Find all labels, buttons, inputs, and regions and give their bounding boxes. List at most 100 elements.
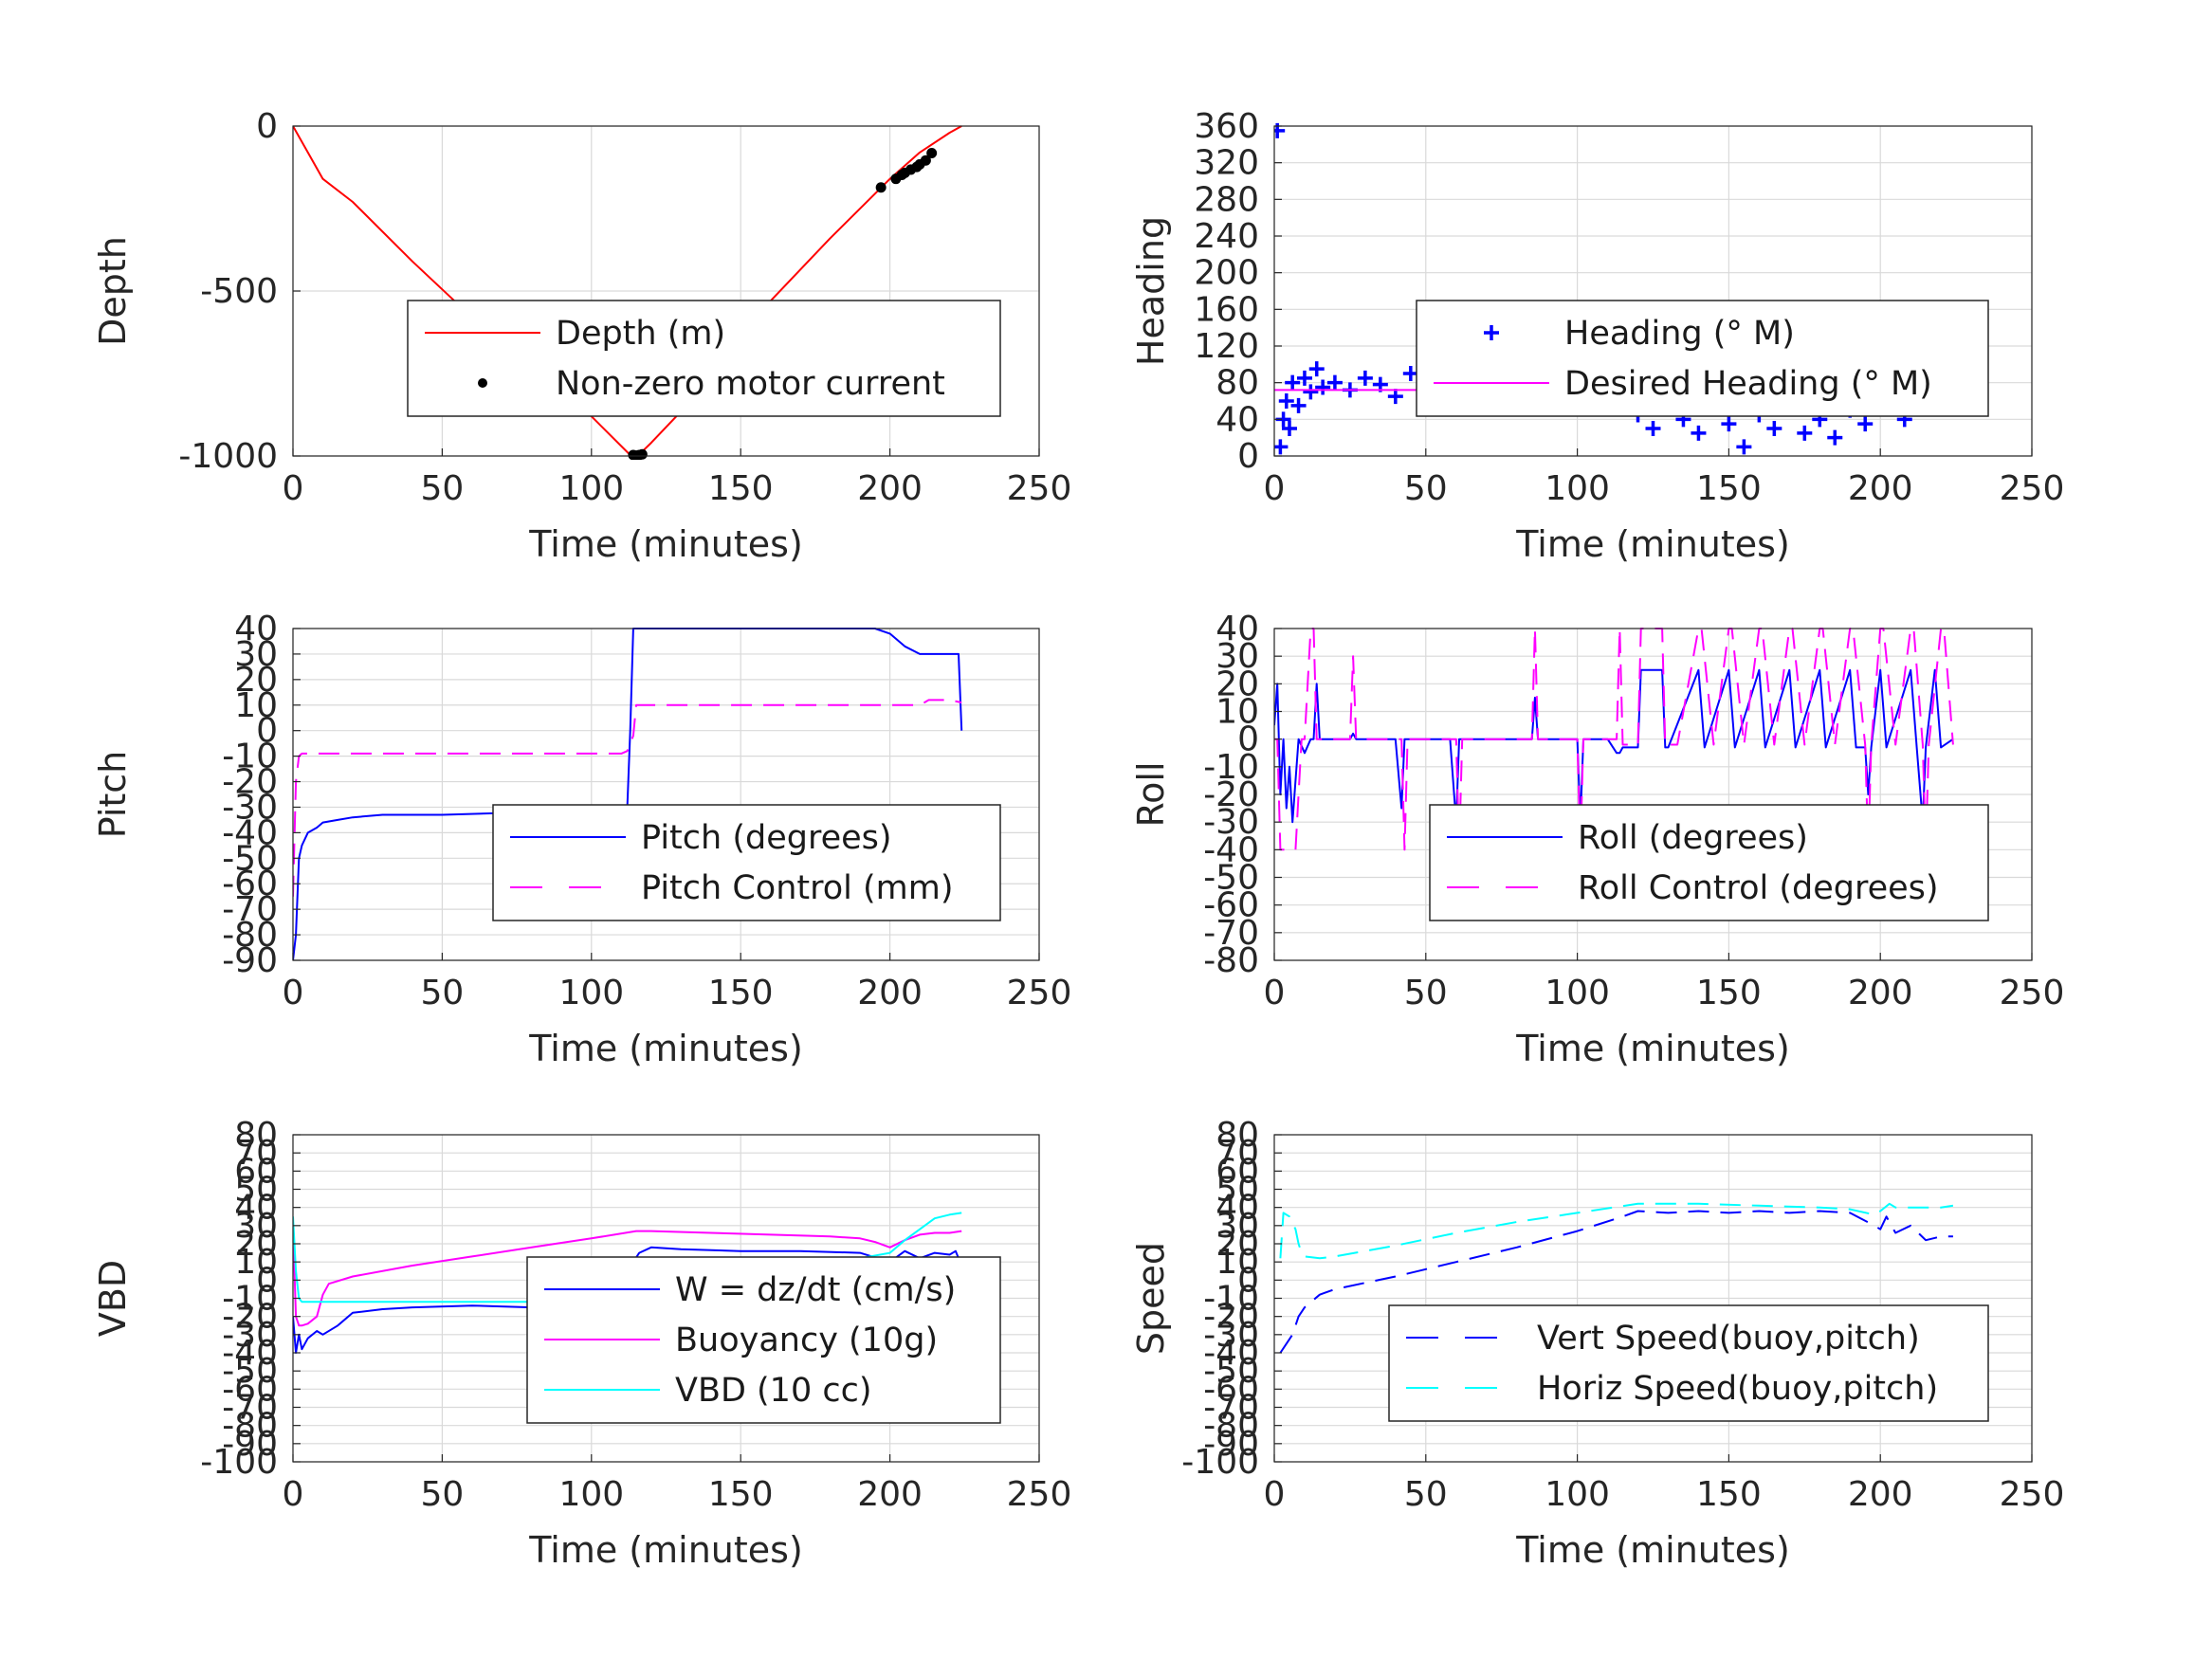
series-1-point bbox=[1296, 370, 1312, 386]
x-tick-label: 150 bbox=[708, 469, 774, 508]
subplot-2: 0 50 100 150 200 2500408012016020024028032036… bbox=[1130, 107, 2064, 565]
legend-entry-label: Pitch Control (mm) bbox=[641, 869, 953, 907]
y-tick-label: 80 bbox=[234, 1116, 278, 1155]
y-tick-label: 0 bbox=[1237, 720, 1259, 759]
y-tick-label: 30 bbox=[1216, 637, 1259, 676]
series-group bbox=[293, 125, 962, 460]
x-axis-label: Time (minutes) bbox=[528, 1028, 803, 1069]
x-tick-label: 150 bbox=[1696, 1475, 1762, 1514]
series-1-point bbox=[1766, 421, 1782, 436]
x-tick-label: 200 bbox=[1848, 1475, 1913, 1514]
legend-entry-label: Horiz Speed(buoy,pitch) bbox=[1537, 1370, 1938, 1408]
series-2-point bbox=[926, 148, 938, 159]
y-tick-label: -80 bbox=[222, 916, 278, 955]
y-tick-label: -40 bbox=[222, 1334, 278, 1373]
x-tick-label: 50 bbox=[420, 1475, 464, 1514]
series-1-point bbox=[1387, 389, 1403, 405]
y-tick-label: 280 bbox=[1194, 180, 1259, 219]
series-1-point bbox=[1274, 439, 1289, 455]
y-tick-label: 30 bbox=[1216, 1207, 1259, 1246]
y-tick-label: -50 bbox=[1203, 859, 1259, 898]
x-axis-label: Time (minutes) bbox=[1515, 1028, 1790, 1069]
series-1-point bbox=[1402, 366, 1418, 381]
y-tick-label: -100 bbox=[200, 1443, 278, 1482]
y-tick-label: -50 bbox=[222, 839, 278, 878]
y-tick-label: 10 bbox=[1216, 693, 1259, 732]
y-tick-label: 40 bbox=[1216, 610, 1259, 648]
x-tick-label: 250 bbox=[1007, 1475, 1072, 1514]
y-tick-label: -70 bbox=[1203, 1389, 1259, 1428]
y-tick-label: -1000 bbox=[178, 437, 278, 476]
y-tick-label: -10 bbox=[1203, 1280, 1259, 1319]
y-tick-label: -30 bbox=[222, 1316, 278, 1355]
legend-entry-label: Heading (° M) bbox=[1564, 315, 1795, 353]
legend-entry-label: Pitch (degrees) bbox=[641, 819, 892, 857]
x-tick-label: 0 bbox=[283, 469, 304, 508]
y-tick-label: 20 bbox=[234, 1225, 278, 1264]
y-axis-label: Pitch bbox=[92, 751, 134, 839]
x-tick-label: 200 bbox=[857, 469, 923, 508]
x-tick-label: 0 bbox=[283, 974, 304, 1012]
series-2-line bbox=[293, 699, 962, 897]
legend: Vert Speed(buoy,pitch) Horiz Speed(buoy,p… bbox=[1388, 1304, 1989, 1422]
x-tick-label: 250 bbox=[2000, 469, 2065, 508]
subplot-4: 0 50 100 150 200 250-80-70-60-50-40-30-20-100… bbox=[1130, 610, 2064, 1069]
x-tick-label: 100 bbox=[558, 469, 624, 508]
y-tick-label: -80 bbox=[222, 1407, 278, 1446]
y-tick-label: -50 bbox=[222, 1352, 278, 1391]
y-tick-label: 0 bbox=[1237, 437, 1259, 476]
legend-swatch bbox=[478, 378, 487, 388]
y-tick-label: 30 bbox=[234, 635, 278, 674]
y-tick-label: 160 bbox=[1194, 290, 1259, 329]
y-tick-label: -70 bbox=[222, 890, 278, 929]
y-tick-label: 10 bbox=[1216, 1243, 1259, 1282]
x-tick-label: 100 bbox=[558, 974, 624, 1012]
x-tick-label: 250 bbox=[2000, 974, 2065, 1012]
legend-entry-label: Roll (degrees) bbox=[1578, 819, 1808, 857]
x-tick-label: 100 bbox=[1545, 974, 1610, 1012]
y-tick-label: 20 bbox=[1216, 1225, 1259, 1264]
y-tick-label: 40 bbox=[234, 1189, 278, 1228]
y-tick-label: 320 bbox=[1194, 144, 1259, 183]
legend-swatch bbox=[1484, 325, 1499, 340]
y-tick-label: -20 bbox=[222, 1298, 278, 1337]
series-1-point bbox=[1281, 421, 1297, 436]
series-1-point bbox=[1645, 421, 1661, 436]
x-axis-label: Time (minutes) bbox=[1515, 523, 1790, 565]
series-2-line bbox=[1279, 1202, 1954, 1260]
series-1-point bbox=[1736, 439, 1752, 455]
y-axis-label: VBD bbox=[92, 1260, 134, 1337]
y-tick-label: -90 bbox=[222, 1425, 278, 1464]
x-tick-label: 0 bbox=[283, 1475, 304, 1514]
x-tick-label: 200 bbox=[857, 1475, 923, 1514]
y-tick-label: 70 bbox=[234, 1134, 278, 1173]
x-tick-label: 50 bbox=[420, 469, 464, 508]
y-tick-label: 30 bbox=[234, 1207, 278, 1246]
x-tick-label: 50 bbox=[1404, 974, 1448, 1012]
x-tick-label: 0 bbox=[1264, 469, 1286, 508]
legend-entry-label: VBD (10 cc) bbox=[675, 1372, 872, 1410]
y-tick-label: 80 bbox=[1216, 364, 1259, 403]
y-tick-label: -20 bbox=[1203, 775, 1259, 814]
y-tick-label: 60 bbox=[234, 1152, 278, 1191]
y-tick-label: 0 bbox=[256, 107, 278, 146]
subplot-5: 0 50 100 150 200 250-100-90-80-70-60-50-40-30… bbox=[92, 1116, 1071, 1571]
legend: Heading (° M) Desired Heading (° M) bbox=[1416, 300, 1989, 417]
y-tick-label: -80 bbox=[1203, 941, 1259, 980]
y-tick-label: -20 bbox=[1203, 1298, 1259, 1337]
y-tick-label: 60 bbox=[1216, 1152, 1259, 1191]
legend-entry-label: Desired Heading (° M) bbox=[1564, 365, 1932, 403]
y-axis-label: Heading bbox=[1130, 216, 1172, 366]
series-1-point bbox=[1303, 384, 1319, 400]
x-axis-label: Time (minutes) bbox=[1515, 1529, 1790, 1571]
legend-entry-label: Depth (m) bbox=[556, 315, 725, 353]
series-2-point bbox=[636, 448, 648, 460]
legend-entry-label: Non-zero motor current bbox=[556, 365, 945, 403]
y-tick-label: -40 bbox=[1203, 830, 1259, 869]
x-tick-label: 250 bbox=[1007, 974, 1072, 1012]
x-tick-label: 150 bbox=[1696, 469, 1762, 508]
y-tick-label: 10 bbox=[234, 1243, 278, 1282]
y-tick-label: -20 bbox=[222, 763, 278, 802]
y-tick-label: 40 bbox=[1216, 1189, 1259, 1228]
series-group bbox=[1279, 1202, 1954, 1354]
